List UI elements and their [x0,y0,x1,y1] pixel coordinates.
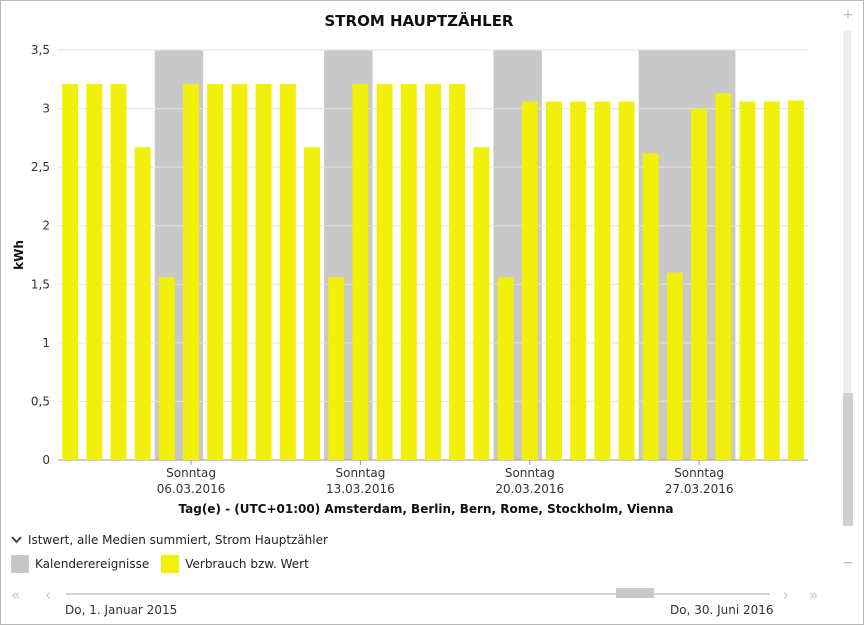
bar [86,83,103,460]
bar [521,101,538,461]
range-slider-track[interactable] [66,593,770,595]
legend-series-label: Istwert, alle Medien summiert, Strom Hau… [28,533,328,547]
y-axis-title: kWh [12,240,26,270]
legend: Kalenderereignisse Verbrauch bzw. Wert [11,555,309,573]
bar [666,272,683,460]
bar [763,101,780,461]
bar [352,83,369,460]
bar [207,83,224,460]
double-chevron-left-icon[interactable]: « [11,586,21,604]
y-tick-label: 1 [42,336,50,350]
legend-series-toggle[interactable]: Istwert, alle Medien summiert, Strom Hau… [11,533,328,547]
x-axis-title: Tag(e) - (UTC+01:00) Amsterdam, Berlin, … [178,502,674,516]
y-tick-label: 2 [42,219,50,233]
bar [183,83,200,460]
bar [158,277,175,460]
chevron-right-icon[interactable]: › [783,586,789,604]
bar [110,83,127,460]
bar [618,101,635,461]
vertical-scroll-thumb[interactable] [843,393,853,526]
bar [715,93,732,460]
bar [304,147,321,460]
x-tick-label-weekday: Sonntag [505,466,555,480]
legend-label-calendar-events: Kalenderereignisse [35,557,150,571]
bar [134,147,151,460]
legend-item-consumption[interactable]: Verbrauch bzw. Wert [161,555,309,573]
y-tick-label: 1,5 [31,277,50,291]
plus-icon[interactable]: + [842,7,854,23]
bar [425,83,441,460]
bar [497,277,514,460]
bar [255,83,272,460]
chart-title: STROM HAUPTZÄHLER [324,12,514,30]
bar [594,101,611,461]
bar [691,108,708,461]
bar [739,101,756,461]
chevron-left-icon[interactable]: ‹ [45,586,51,604]
bar [787,100,804,460]
y-tick-label: 3,5 [31,43,50,57]
range-end-label: Do, 30. Juni 2016 [670,603,774,617]
x-tick-label-date: 06.03.2016 [157,482,226,496]
minus-icon[interactable]: − [842,555,854,571]
legend-swatch-consumption [161,555,180,573]
bar-chart: 0 0,5 1 1,5 2 2,5 3 3,5 kWh Sonntag 06.03.2016 Sonn… [12,43,808,496]
bar [400,83,417,460]
bar [570,101,587,461]
bar [449,83,466,460]
bar [279,83,296,460]
bar [376,83,393,460]
x-tick-label-date: 20.03.2016 [495,482,564,496]
vertical-scroll-track[interactable] [843,31,851,526]
bar [62,83,79,460]
legend-label-consumption: Verbrauch bzw. Wert [185,557,309,571]
y-tick-label: 0,5 [31,394,50,408]
range-slider-thumb[interactable] [616,588,654,598]
bar [642,153,659,461]
legend-swatch-calendar-events [11,555,29,573]
y-tick-label: 2,5 [31,160,50,174]
x-tick-label-weekday: Sonntag [335,466,385,480]
bar [231,83,248,460]
x-tick-label-weekday: Sonntag [674,466,724,480]
bar [473,147,490,460]
x-tick-label-date: 13.03.2016 [326,482,395,496]
bar [328,277,345,460]
legend-item-calendar-events[interactable]: Kalenderereignisse [11,555,149,573]
x-tick-label-weekday: Sonntag [166,466,216,480]
x-tick-label-date: 27.03.2016 [665,482,734,496]
y-tick-label: 0 [42,453,50,467]
range-start-label: Do, 1. Januar 2015 [65,603,178,617]
double-chevron-right-icon[interactable]: » [809,586,819,604]
bar [545,101,562,461]
chevron-down-icon [11,534,22,547]
y-tick-label: 3 [42,102,50,116]
